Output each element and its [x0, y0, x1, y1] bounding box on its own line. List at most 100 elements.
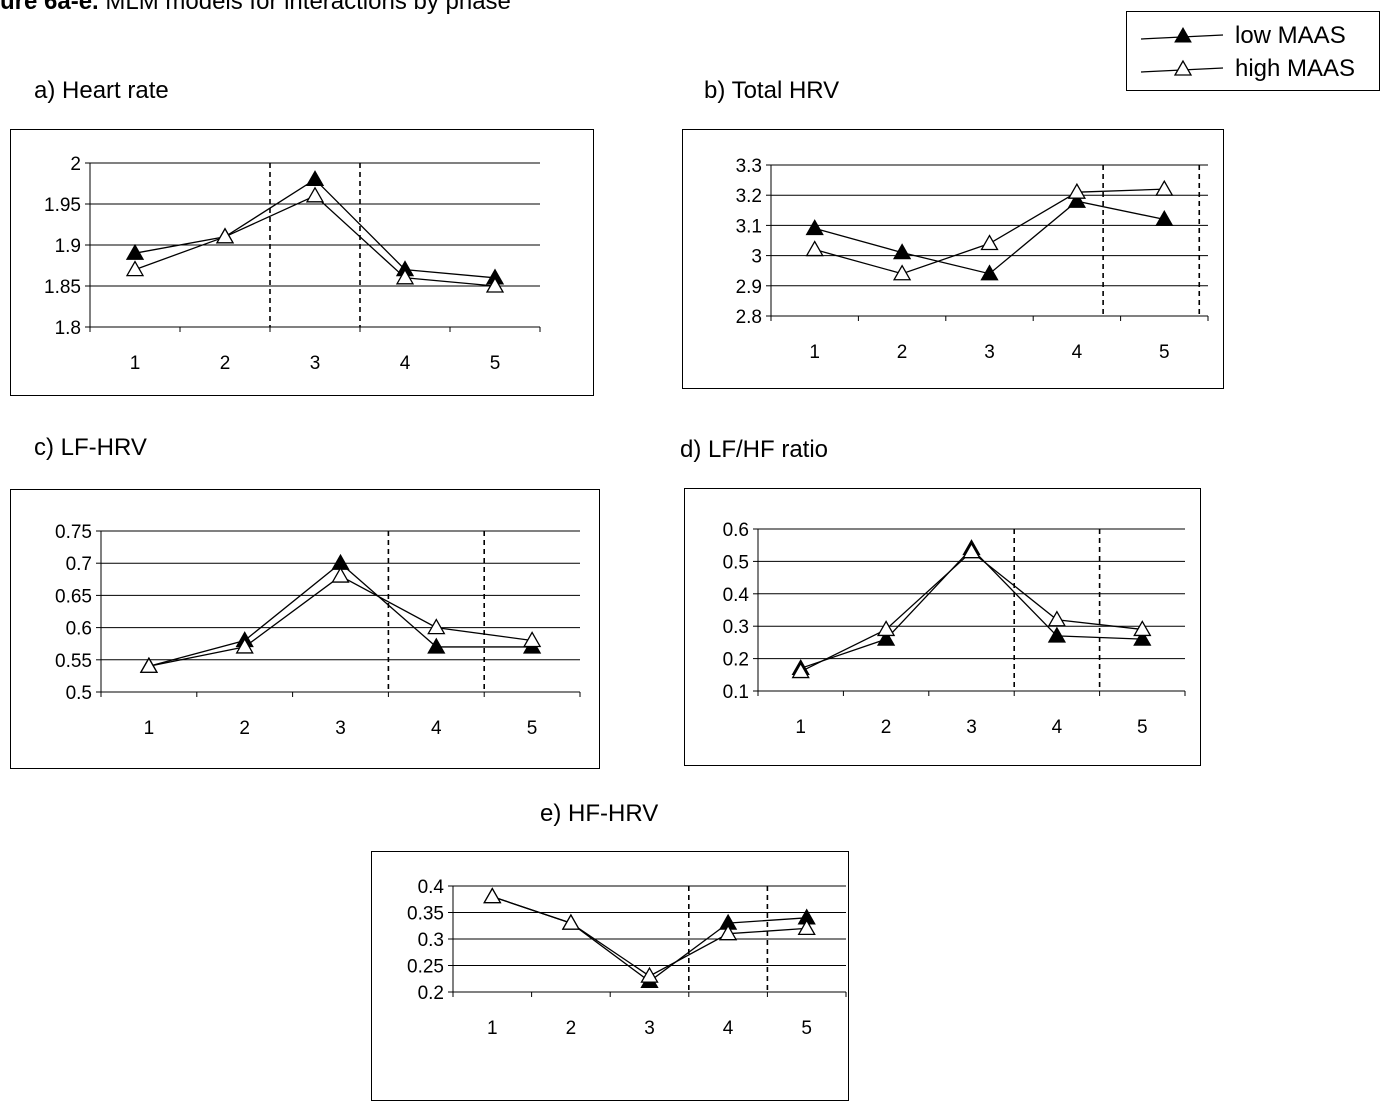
x-tick-label: 1	[144, 718, 155, 739]
legend: low MAAS high MAAS	[1126, 11, 1380, 91]
y-tick-label: 2	[70, 154, 81, 175]
y-tick-label: 0.2	[418, 983, 444, 1004]
x-tick-label: 5	[527, 718, 538, 739]
x-tick-label: 2	[220, 353, 231, 374]
y-tick-label: 0.25	[407, 957, 444, 978]
data-point-high-maas	[962, 542, 981, 559]
data-point-high-maas	[483, 887, 502, 904]
x-tick-label: 5	[1159, 342, 1170, 363]
series-line-high-maas	[814, 188, 1165, 275]
panel-e-plot: 0.2 0.25 0.3 0.35 0.4 1 2 3 4 5	[407, 877, 847, 1039]
x-tick-label: 4	[723, 1018, 734, 1039]
data-point-high-maas	[427, 618, 446, 635]
data-point-high-maas	[1133, 620, 1152, 637]
panel-d: 0.1 0.2 0.3 0.4 0.5 0.6 1 2 3 4 5	[684, 488, 1201, 766]
data-point-high-maas	[805, 240, 824, 257]
x-tick-label: 5	[1137, 717, 1148, 738]
panel-a: 1.8 1.85 1.9 1.95 2 1 2 3 4 5	[10, 129, 594, 396]
y-tick-label: 0.2	[723, 650, 749, 671]
x-tick-label: 3	[966, 717, 977, 738]
figure-caption-text: MLM models for interactions by phase	[98, 0, 511, 15]
panel-a-title: a) Heart rate	[34, 77, 169, 104]
y-tick-label: 3.2	[736, 186, 762, 207]
data-point-high-maas	[791, 662, 810, 679]
data-point-high-maas	[522, 631, 542, 648]
panel-c-plot: 0.5 0.55 0.6 0.65 0.7 0.75 1 2 3 4 5	[55, 522, 581, 739]
y-tick-label: 3.1	[736, 216, 762, 237]
y-tick-label: 3.3	[736, 156, 762, 177]
panel-e: 0.2 0.25 0.3 0.35 0.4 1 2 3 4 5	[371, 851, 849, 1101]
legend-label-high: high MAAS	[1235, 55, 1356, 82]
series-line-high-maas	[148, 575, 533, 667]
y-tick-label: 0.5	[66, 683, 92, 704]
x-tick-label: 1	[487, 1018, 498, 1039]
data-point-high-maas	[892, 264, 912, 281]
legend-marker-open-triangle	[1173, 59, 1193, 76]
panel-e-title: e) HF-HRV	[540, 800, 659, 827]
y-tick-label: 0.7	[66, 554, 92, 575]
x-tick-label: 1	[130, 353, 141, 374]
data-point-high-maas	[876, 620, 896, 637]
x-tick-label: 5	[490, 353, 501, 374]
x-tick-label: 4	[1052, 717, 1063, 738]
series-line-high-maas	[492, 895, 807, 977]
x-tick-label: 3	[984, 342, 995, 363]
data-point-high-maas	[235, 637, 254, 654]
panel-d-plot: 0.1 0.2 0.3 0.4 0.5 0.6 1 2 3 4 5	[723, 520, 1186, 738]
panel-b: 2.8 2.9 3 3.1 3.2 3.3 1 2 3 4 5	[682, 129, 1224, 389]
x-tick-label: 3	[644, 1018, 655, 1039]
figure-caption: ure 6a-e. MLM models for interactions by…	[0, 0, 511, 16]
legend-markers	[1140, 26, 1224, 76]
x-tick-label: 1	[809, 342, 820, 363]
figure-label: ure 6a-e.	[0, 0, 99, 15]
series-line-low-maas	[800, 547, 1143, 669]
data-point-high-maas	[718, 924, 738, 941]
y-tick-label: 0.6	[723, 520, 749, 541]
panel-c-title: c) LF-HRV	[34, 434, 147, 461]
y-tick-label: 2.9	[736, 277, 762, 298]
data-point-high-maas	[485, 276, 505, 293]
data-point-high-maas	[797, 919, 816, 936]
x-tick-label: 4	[400, 353, 411, 374]
data-point-high-maas	[640, 966, 659, 983]
data-point-high-maas	[395, 268, 415, 285]
data-point-low-maas	[1133, 629, 1152, 646]
y-tick-label: 1.8	[55, 318, 81, 339]
y-tick-label: 0.5	[723, 552, 749, 573]
panel-d-title: d) LF/HF ratio	[680, 436, 829, 463]
x-tick-label: 2	[239, 718, 250, 739]
legend-label-low: low MAAS	[1235, 22, 1346, 49]
x-tick-label: 4	[1072, 342, 1083, 363]
y-tick-label: 1.95	[44, 195, 81, 216]
x-tick-label: 4	[431, 718, 442, 739]
y-tick-label: 0.4	[418, 877, 445, 898]
data-point-high-maas	[125, 260, 145, 277]
x-tick-label: 1	[795, 717, 806, 738]
data-point-high-maas	[139, 656, 159, 673]
data-point-low-maas	[1047, 626, 1067, 643]
y-tick-label: 3	[751, 247, 762, 268]
data-point-low-maas	[1155, 210, 1174, 227]
data-point-high-maas	[1047, 610, 1067, 627]
data-point-low-maas	[876, 629, 896, 646]
x-tick-label: 5	[801, 1018, 812, 1039]
y-tick-label: 0.1	[723, 682, 749, 703]
y-tick-label: 0.3	[723, 617, 749, 638]
data-point-low-maas	[980, 264, 999, 281]
data-point-high-maas	[305, 186, 325, 203]
panel-c: 0.5 0.55 0.6 0.65 0.7 0.75 1 2 3 4 5	[10, 489, 600, 769]
y-tick-label: 0.6	[66, 619, 92, 640]
data-point-high-maas	[331, 566, 350, 583]
y-tick-label: 0.4	[723, 585, 750, 606]
y-tick-label: 1.85	[44, 277, 81, 298]
data-point-high-maas	[1067, 182, 1087, 199]
panel-b-plot: 2.8 2.9 3 3.1 3.2 3.3 1 2 3 4 5	[736, 156, 1209, 363]
x-tick-label: 2	[566, 1018, 577, 1039]
data-point-low-maas	[1067, 191, 1087, 208]
y-tick-label: 0.55	[55, 651, 92, 672]
data-point-low-maas	[892, 243, 912, 260]
panel-b-title: b) Total HRV	[704, 77, 840, 104]
y-tick-label: 0.3	[418, 930, 444, 951]
data-point-low-maas	[805, 219, 824, 236]
y-tick-label: 2.8	[736, 307, 762, 328]
